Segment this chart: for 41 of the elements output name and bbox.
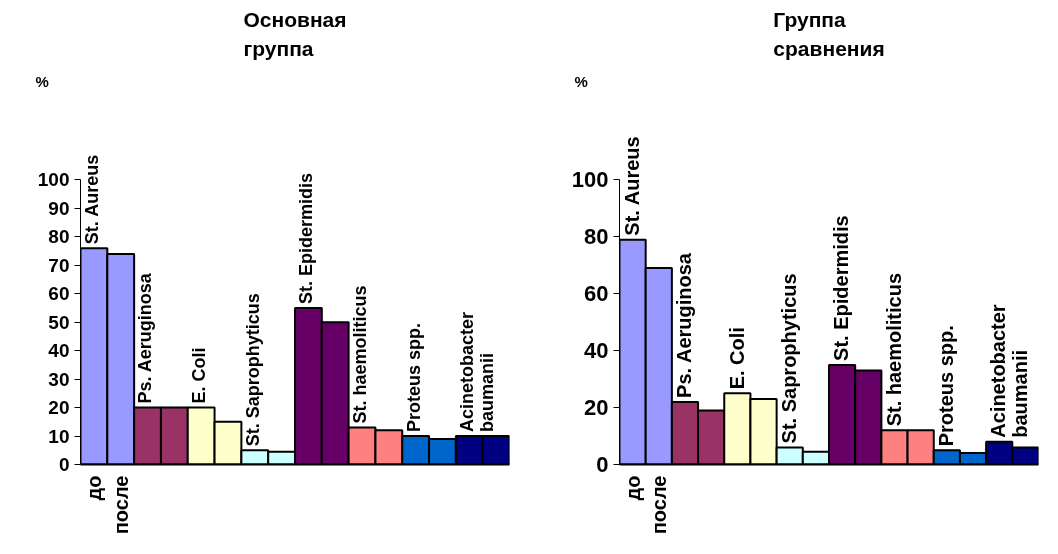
y-tick-label: 80 bbox=[584, 224, 609, 250]
chart-title: Группа сравнения bbox=[773, 7, 885, 61]
y-tick-label: 0 bbox=[58, 454, 70, 475]
annotation: St. haemoliticus bbox=[882, 272, 905, 427]
annotation: Ps. Aeruginosa bbox=[135, 272, 156, 404]
annotation: Ps. Aeruginosa bbox=[673, 252, 696, 398]
chart-title: Основная группа bbox=[243, 7, 347, 61]
annotation: St. Epidermidis bbox=[296, 172, 317, 304]
annotation: St. Saprophyticus bbox=[777, 273, 800, 444]
y-tick-label: 80 bbox=[48, 226, 70, 248]
y-axis-title: % bbox=[35, 72, 49, 90]
annotation: St. Aureus bbox=[81, 154, 102, 245]
annotation: St. Epidermidis bbox=[830, 215, 853, 361]
y-tick-label: 20 bbox=[584, 395, 609, 421]
x-tick-label: до bbox=[621, 475, 644, 501]
y-tick-label: 60 bbox=[48, 283, 70, 305]
y-tick-label: 10 bbox=[48, 425, 70, 447]
y-tick-label: 40 bbox=[584, 338, 609, 364]
y-tick-label: 0 bbox=[596, 452, 609, 477]
y-axis-title: % bbox=[574, 72, 588, 90]
annotation: Acinetobacter baumanii bbox=[987, 304, 1032, 438]
y-tick-label: 30 bbox=[48, 368, 70, 390]
y-tick-label: 100 bbox=[37, 169, 70, 191]
y-tick-label: 90 bbox=[48, 197, 70, 219]
y-tick-label: 60 bbox=[584, 281, 609, 307]
annotation: Acinetobacter baumanii bbox=[457, 311, 498, 433]
annotation: St. Aureus bbox=[620, 136, 643, 236]
x-tick-label: до bbox=[82, 475, 105, 501]
annotation: St. haemoliticus bbox=[349, 285, 370, 424]
annotation: E. Coli bbox=[725, 327, 748, 390]
annotation: E. Coli bbox=[189, 347, 210, 404]
y-tick-label: 50 bbox=[48, 311, 70, 333]
x-tick-label: после bbox=[109, 475, 132, 535]
annotation: Proteus spp. bbox=[403, 323, 424, 433]
y-tick-label: 40 bbox=[48, 340, 70, 362]
y-tick-label: 70 bbox=[48, 254, 70, 276]
y-tick-label: 20 bbox=[48, 397, 70, 419]
x-tick-label: после bbox=[647, 475, 670, 535]
annotation: St. Saprophyticus bbox=[242, 293, 263, 447]
y-tick-label: 100 bbox=[571, 167, 609, 193]
annotation: Proteus spp. bbox=[935, 325, 958, 447]
